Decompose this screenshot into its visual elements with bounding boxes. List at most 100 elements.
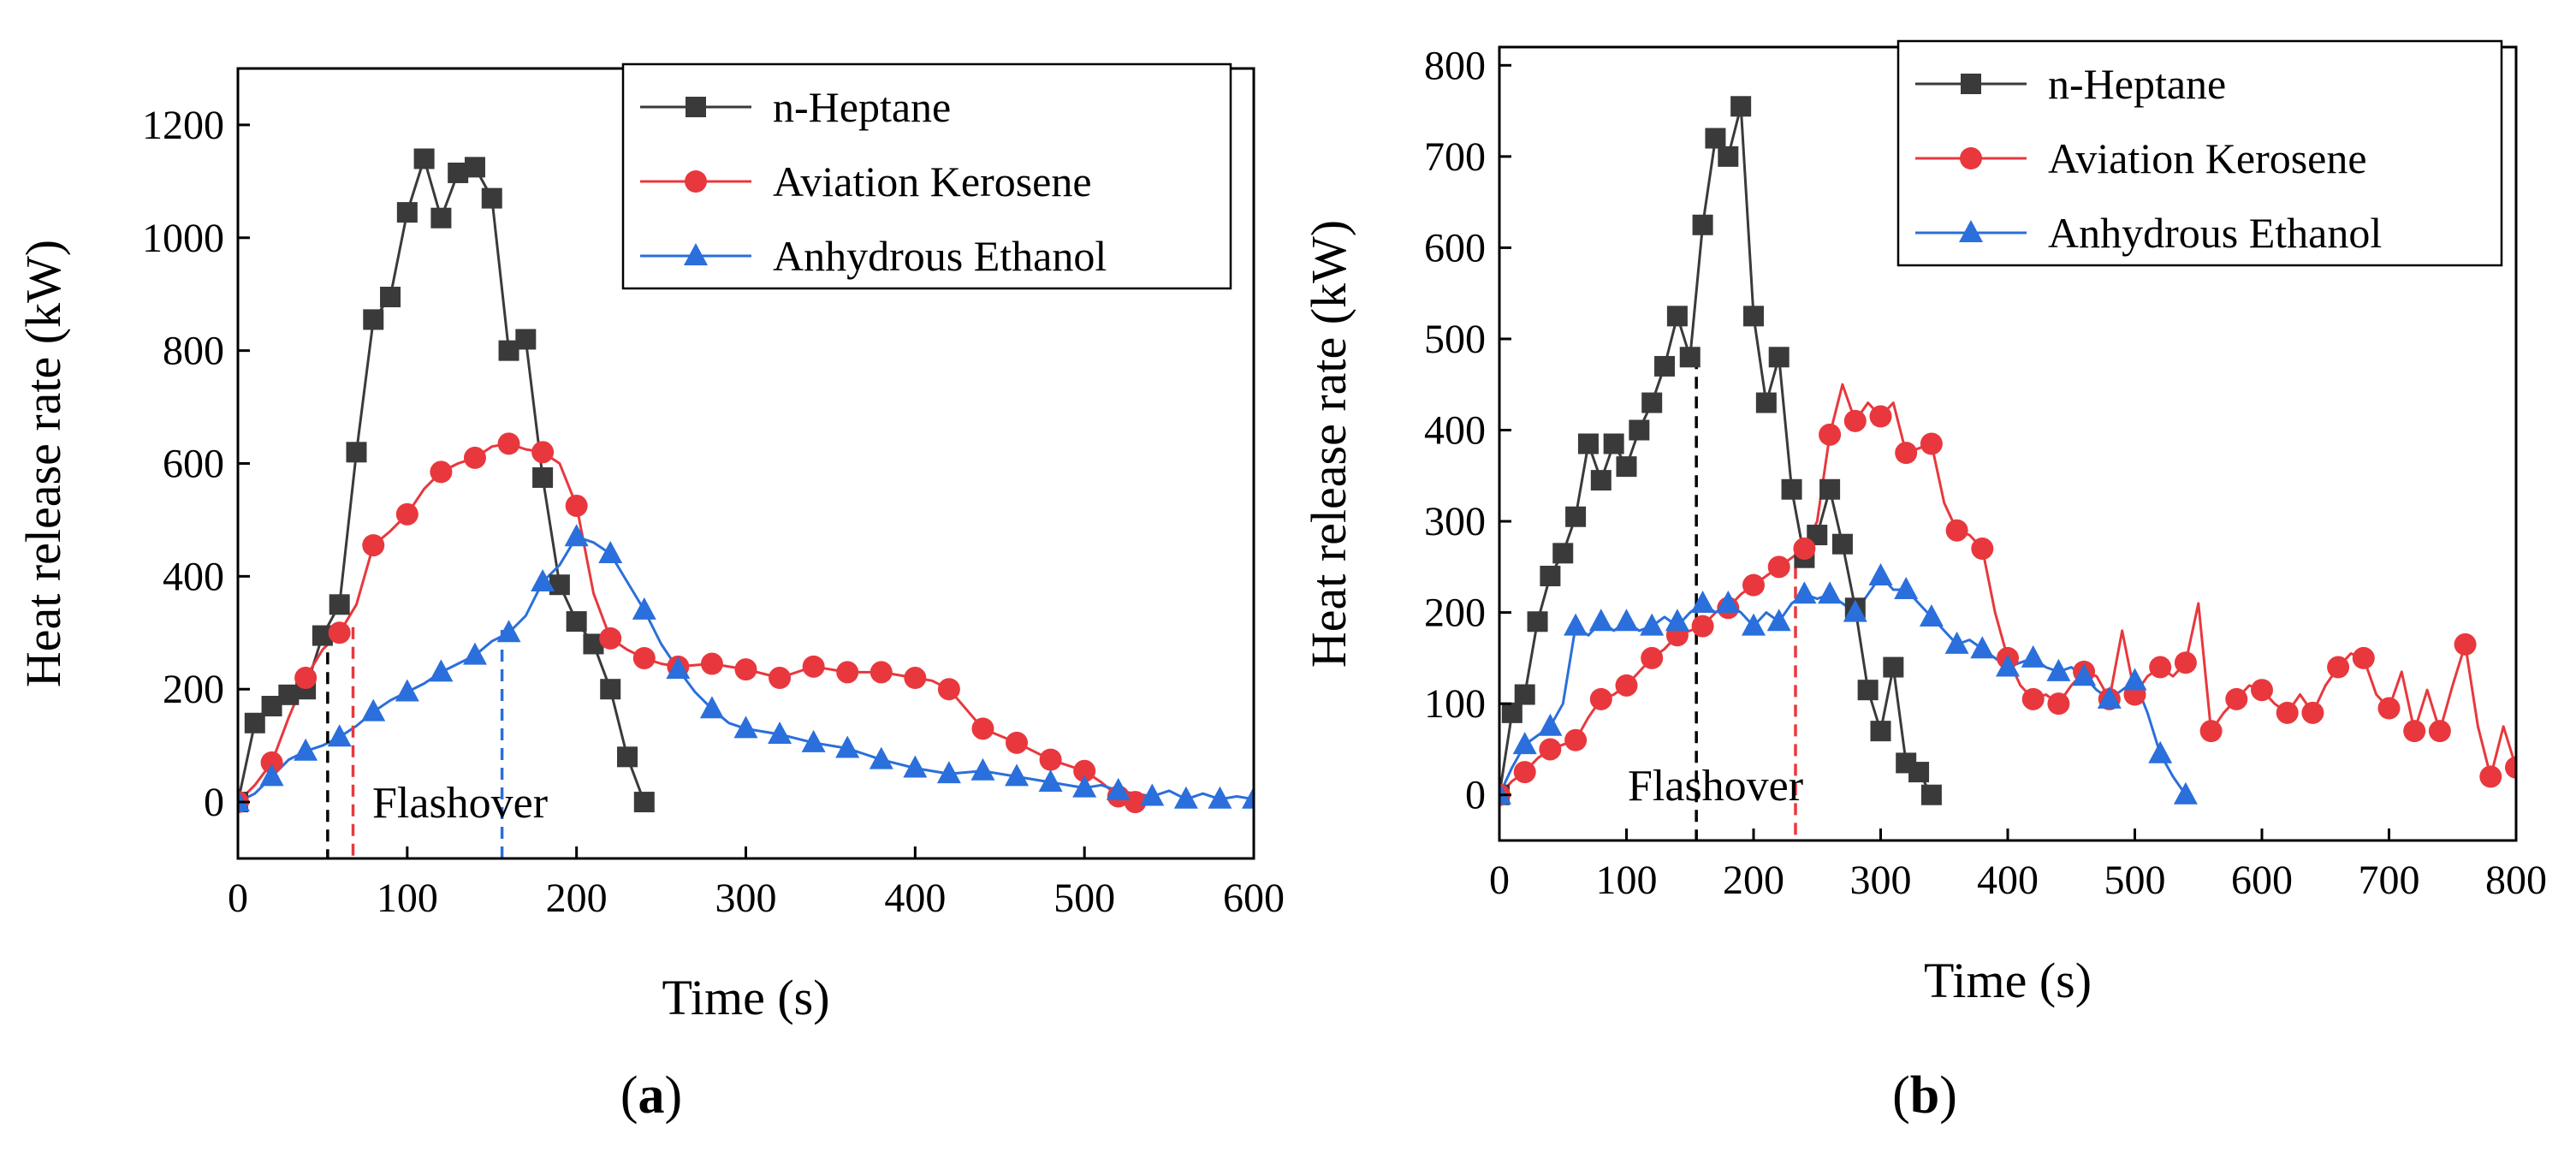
- data-point-b-1-6: [1641, 646, 1664, 669]
- data-point-a-1-8: [497, 432, 520, 455]
- data-point-b-2-21: [2021, 644, 2045, 668]
- data-point-b-1-10: [1742, 573, 1765, 597]
- series-line-a-1: [238, 442, 1136, 804]
- data-point-a-2-28: [1173, 786, 1198, 809]
- data-point-b-2-22: [2046, 658, 2071, 681]
- data-point-b-2-27: [2173, 781, 2198, 805]
- data-point-b-2-24: [2097, 686, 2122, 709]
- data-point-b-2-15: [1868, 563, 1893, 585]
- data-point-b-0-30: [1870, 721, 1891, 742]
- data-point-b-1-19: [1971, 537, 1994, 561]
- data-point-a-2-30: [1242, 786, 1254, 809]
- data-point-a-0-9: [380, 287, 401, 308]
- data-point-a-1-12: [632, 646, 656, 669]
- x-tick-label-a-6: 600: [1223, 876, 1285, 921]
- x-tick-label-b-3: 300: [1850, 858, 1912, 903]
- legend-label-a-1: Aviation Kerosene: [773, 157, 1092, 205]
- data-point-b-2-17: [1919, 603, 1944, 627]
- plot-area-a: [238, 148, 1254, 858]
- panel-label-close-b: ): [1939, 1066, 1957, 1125]
- data-point-a-2-8: [496, 620, 521, 643]
- data-point-b-2-14: [1843, 599, 1867, 622]
- data-point-a-1-5: [395, 502, 418, 526]
- data-point-a-2-5: [395, 679, 419, 702]
- data-point-b-1-38: [2454, 633, 2477, 656]
- x-tick-label-b-8: 800: [2485, 858, 2547, 903]
- x-axis-label-b: Time (s): [1924, 953, 2092, 1008]
- legend-a: n-Heptane Aviation Kerosene Anhydrous Etha…: [621, 62, 1232, 290]
- data-point-a-0-24: [633, 792, 655, 813]
- data-point-a-2-22: [970, 757, 995, 781]
- x-axis-label-a: Time (s): [662, 970, 829, 1025]
- data-point-b-0-8: [1590, 470, 1611, 491]
- data-point-b-1-4: [1589, 687, 1612, 710]
- series-markers-b-1: [1499, 405, 2516, 806]
- y-tick-label-a-2: 400: [163, 554, 224, 599]
- legend-box-a: [621, 62, 1232, 290]
- data-point-b-2-9: [1716, 590, 1741, 613]
- data-point-a-1-23: [1006, 731, 1029, 754]
- data-point-a-2-27: [1140, 783, 1165, 806]
- data-point-a-1-4: [362, 534, 385, 557]
- data-point-b-1-16: [1895, 442, 1918, 465]
- data-point-b-1-37: [2428, 720, 2451, 743]
- legend-label-a-2: Anhydrous Ethanol: [773, 232, 1107, 280]
- data-point-a-0-17: [515, 329, 537, 350]
- series-markers-a-0: [238, 148, 655, 813]
- legend-marker-b-0: [1961, 74, 1981, 94]
- data-point-b-2-26: [2148, 740, 2173, 763]
- data-point-b-1-5: [1615, 674, 1638, 697]
- data-point-b-1-33: [2327, 656, 2350, 679]
- legend-label-b-1: Aviation Kerosene: [2048, 134, 2367, 182]
- x-tick-label-a-1: 100: [377, 876, 438, 921]
- data-point-b-0-29: [1857, 680, 1879, 701]
- data-point-a-2-16: [768, 721, 792, 744]
- data-point-b-2-12: [1792, 581, 1817, 604]
- legend-marker-b-2: [1959, 220, 1983, 242]
- data-point-b-0-31: [1883, 656, 1904, 678]
- legend-marker-a-2: [684, 243, 708, 265]
- y-tick-label-a-0: 0: [204, 780, 224, 825]
- data-point-a-1-27: [1124, 791, 1147, 814]
- data-point-b-1-1: [1513, 761, 1536, 784]
- data-point-a-2-20: [903, 755, 928, 778]
- data-point-b-0-1: [1501, 702, 1522, 723]
- data-point-a-1-11: [599, 627, 622, 650]
- data-point-a-2-0: [238, 789, 250, 812]
- x-tick-label-a-4: 400: [884, 876, 946, 921]
- data-point-b-2-6: [1640, 613, 1665, 636]
- data-point-b-0-6: [1565, 506, 1587, 527]
- data-point-a-2-15: [733, 716, 758, 739]
- data-point-b-0-13: [1654, 355, 1676, 377]
- flashover-annotation-b: Flashover: [1628, 762, 1803, 811]
- data-point-a-0-20: [566, 611, 587, 633]
- data-point-b-1-15: [1869, 405, 1892, 428]
- legend-marker-b-1: [1960, 147, 1982, 169]
- data-point-b-0-4: [1540, 566, 1561, 586]
- data-point-b-2-23: [2072, 663, 2097, 686]
- data-point-a-0-23: [617, 746, 638, 768]
- data-point-b-0-18: [1718, 146, 1739, 167]
- data-point-a-0-18: [532, 466, 554, 488]
- data-point-b-1-12: [1793, 537, 1816, 561]
- data-point-a-1-6: [430, 460, 453, 484]
- x-tick-label-a-2: 200: [546, 876, 608, 921]
- chart-panel-a: 0 100 200 300 400 500 600 0 200 400 600 800 1000 1200…: [15, 62, 1285, 1125]
- x-tick-label-b-5: 500: [2104, 858, 2166, 903]
- data-point-b-0-14: [1666, 306, 1688, 327]
- data-point-b-0-15: [1679, 347, 1701, 368]
- data-point-b-2-10: [1742, 613, 1766, 636]
- data-point-a-1-21: [937, 678, 960, 701]
- data-point-b-0-34: [1920, 784, 1942, 805]
- series-line-b-2: [1499, 574, 2187, 796]
- data-point-b-1-27: [2174, 651, 2197, 674]
- panel-label-close-a: ): [665, 1066, 683, 1125]
- data-point-a-0-22: [600, 679, 621, 700]
- data-point-a-1-16: [769, 667, 792, 690]
- data-point-a-0-15: [481, 187, 502, 209]
- data-point-a-0-10: [396, 202, 418, 223]
- data-point-b-1-34: [2352, 646, 2375, 669]
- data-point-a-2-12: [632, 597, 656, 620]
- y-tick-label-a-5: 1000: [142, 216, 224, 261]
